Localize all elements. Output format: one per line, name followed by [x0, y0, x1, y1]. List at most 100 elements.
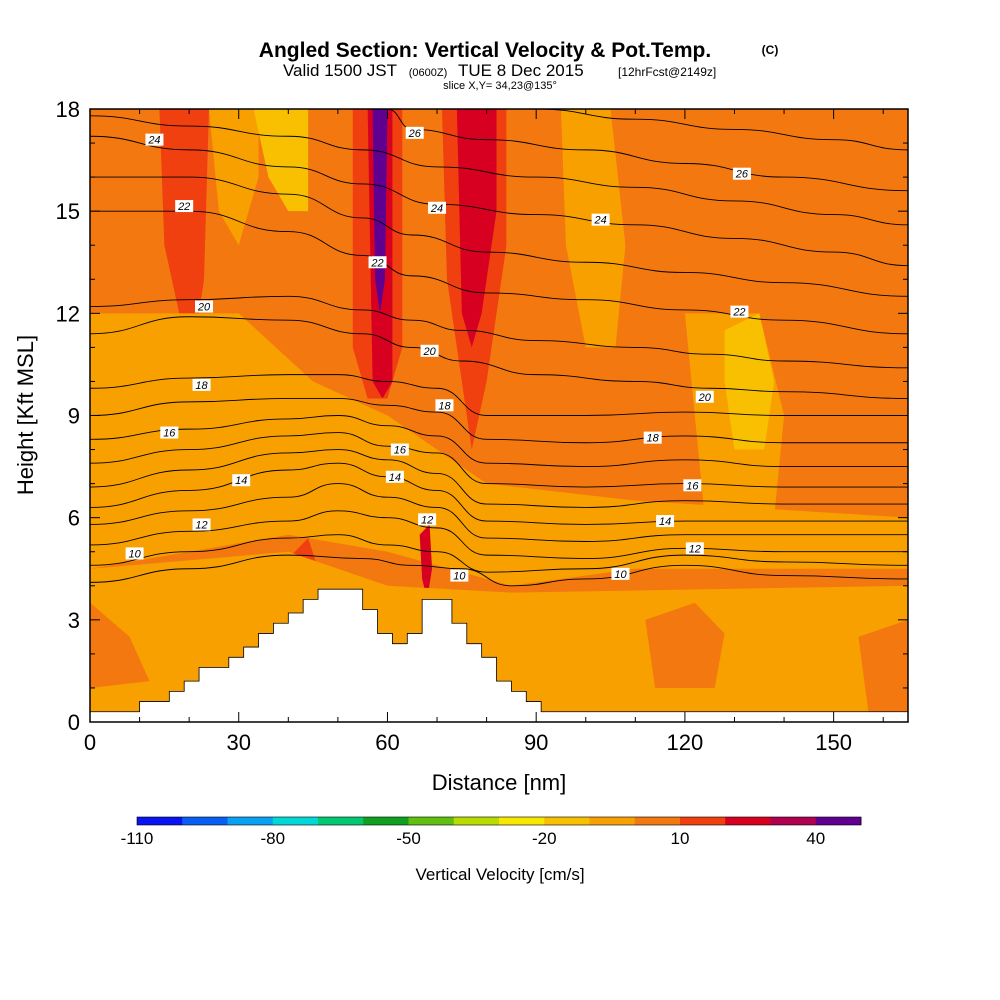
colorbar-swatch [499, 817, 545, 825]
velocity-region-9 [90, 313, 908, 586]
isentrope-18 [90, 398, 908, 444]
contour-label-text: 18 [195, 380, 208, 392]
velocity-region-17 [645, 602, 725, 688]
x-tick-label: 120 [667, 730, 704, 755]
contour-label-text: 22 [177, 201, 190, 213]
contour-label-5: 14 [232, 474, 251, 487]
contour-label-bg [145, 133, 164, 146]
velocity-region-2 [253, 109, 309, 212]
contour-label-text: 12 [689, 543, 701, 555]
x-tick-label: 30 [226, 730, 250, 755]
contour-label-text: 18 [438, 400, 451, 412]
contour-label-text: 20 [698, 392, 712, 404]
y-tick-label: 0 [68, 710, 80, 735]
isentrope-19 [90, 374, 908, 416]
x-tick-label: 150 [815, 730, 852, 755]
contour-label-4: 16 [160, 426, 179, 440]
contour-label-23: 14 [656, 515, 675, 528]
contour-label-text: 20 [197, 302, 211, 314]
contour-label-text: 26 [735, 169, 749, 181]
contour-label-bg [683, 479, 702, 492]
contour-label-8: 26 [405, 126, 424, 140]
colorbar-tick-label: 10 [671, 829, 690, 848]
chart-title: Angled Section: Vertical Velocity & Pot.… [259, 39, 711, 62]
contour-label-text: 24 [147, 135, 160, 147]
contour-label-2: 20 [195, 300, 214, 314]
contour-label-bg [450, 569, 469, 582]
contour-label-3: 18 [192, 378, 211, 392]
x-axis-label: Distance [nm] [432, 770, 567, 795]
colorbar-swatch [318, 817, 364, 825]
contour-label-text: 10 [453, 571, 466, 583]
colorbar-ticks: -110 -80 -50 -20 10 40 [121, 829, 826, 848]
y-tick-label: 12 [56, 301, 80, 326]
contour-label-text: 12 [195, 519, 207, 531]
contour-label-text: 22 [370, 257, 383, 269]
subtitle-date: TUE 8 Dec 2015 [458, 61, 584, 80]
colorbar-swatch [182, 817, 228, 825]
contour-label-bg [160, 426, 179, 439]
colorbar-tick-label: -20 [532, 829, 557, 848]
colorbar-swatch [227, 817, 274, 825]
contour-label-15: 12 [418, 513, 437, 526]
y-tick-label: 15 [56, 199, 80, 224]
contour-label-19: 22 [730, 305, 749, 319]
chart-title-unit: (C) [762, 43, 779, 57]
contour-label-text: 14 [659, 516, 671, 528]
subtitle-z: (0600Z) [409, 67, 448, 79]
contour-label-text: 14 [235, 475, 247, 487]
y-tick-layer: 0 3 6 9 12 15 18 [56, 97, 908, 735]
terrain-profile [90, 588, 908, 722]
contour-label-17: 26 [732, 167, 751, 181]
contour-label-text: 10 [128, 548, 141, 560]
contour-label-bg [385, 470, 404, 483]
contour-label-text: 24 [594, 215, 607, 227]
contour-label-text: 12 [421, 514, 433, 526]
velocity-region-16 [90, 602, 150, 688]
x-tick-label: 0 [84, 730, 96, 755]
plot-area: 24 22 20 18 16 14 12 10 26 24 22 20 18 16 14 12 10 26 24 22… [56, 97, 909, 755]
isentrope-17 [90, 415, 908, 468]
colorbar-swatch [770, 817, 817, 825]
contour-label-layer: 24 22 20 18 16 14 12 10 26 24 22 20 18 16 14 12 10 26 24 22… [125, 126, 751, 583]
colorbar-swatch [544, 817, 590, 825]
colorbar-swatch [634, 817, 681, 825]
contour-label-0: 24 [145, 133, 164, 147]
contour-label-14: 14 [385, 470, 404, 484]
contour-label-bg [730, 305, 749, 318]
velocity-region-12 [560, 109, 626, 348]
colorbar-swatch [453, 817, 500, 825]
y-tick-label: 6 [68, 506, 80, 531]
contour-label-1: 22 [175, 200, 194, 213]
colorbar-swatch [589, 817, 636, 825]
colorbar-swatch [137, 817, 183, 825]
colorbar-tick-label: -110 [121, 829, 154, 848]
colorbar-swatch [815, 817, 862, 825]
contour-label-text: 24 [430, 203, 443, 215]
colorbar [136, 816, 862, 826]
x-tick-layer: 0 30 60 90 120 150 [84, 109, 884, 755]
contour-label-bg [195, 300, 214, 313]
colorbar-swatch [725, 817, 771, 825]
contour-label-9: 24 [428, 201, 447, 215]
contour-label-bg [656, 515, 675, 528]
contour-label-10: 22 [368, 256, 387, 269]
velocity-region-0 [159, 109, 209, 348]
y-axis-label: Height [Kft MSL] [13, 335, 38, 495]
contour-label-text: 14 [389, 472, 401, 484]
velocity-region-14 [419, 524, 433, 600]
contour-label-12: 18 [435, 399, 454, 412]
colorbar-swatch [408, 817, 455, 825]
y-tick-label: 9 [68, 404, 80, 429]
colorbar-tick-label: -80 [260, 829, 285, 848]
contour-label-20: 20 [695, 390, 714, 404]
isentrope-20 [90, 316, 908, 399]
terrain-layer [90, 588, 908, 722]
contour-label-13: 16 [390, 443, 409, 457]
contour-label-bg [591, 213, 610, 226]
contour-label-11: 20 [420, 344, 439, 358]
subtitle-slice: slice X,Y= 34,23@135° [443, 80, 557, 92]
colorbar-swatch [680, 817, 726, 825]
contour-label-text: 16 [394, 445, 407, 457]
